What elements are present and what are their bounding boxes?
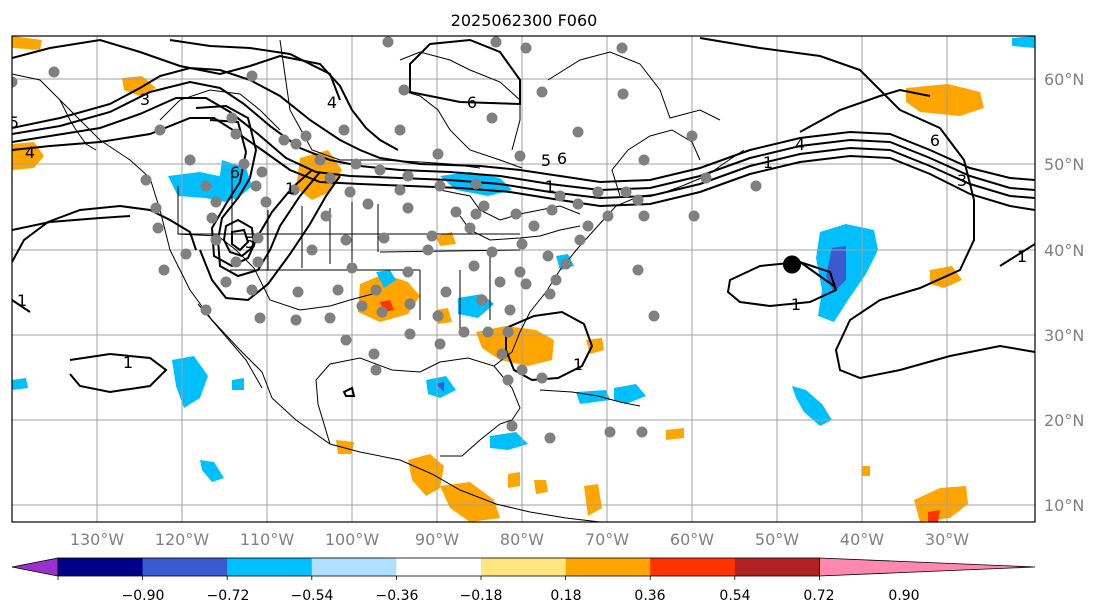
contour-label: 1 <box>285 179 295 198</box>
map-frame <box>11 35 1036 523</box>
station-marker <box>783 255 801 274</box>
colorbar-segment <box>734 558 820 576</box>
colorbar-tick-label: 0.54 <box>719 588 750 604</box>
contour-label: 4 <box>795 135 805 154</box>
lon-label: 30°W <box>925 530 969 549</box>
lon-label: 40°W <box>840 530 884 549</box>
lon-label: 120°W <box>155 530 210 549</box>
colorbar-tick-label: −0.72 <box>207 588 250 604</box>
colorbar-segment <box>311 558 397 576</box>
colorbar-segment <box>481 558 567 576</box>
lon-label: 50°W <box>755 530 799 549</box>
station-dots <box>12 36 762 444</box>
colorbar-segment <box>58 558 144 576</box>
colorbar-extend-low <box>11 557 59 577</box>
height-contours <box>12 37 1035 397</box>
contour-label: 3 <box>140 90 150 109</box>
map-title: 2025062300 F060 <box>451 11 598 30</box>
lat-label: 20°N <box>1044 411 1084 430</box>
colorbar-segment <box>396 558 482 576</box>
contour-label: 5 <box>541 151 551 170</box>
lat-label: 10°N <box>1044 496 1084 515</box>
colorbar-tick-label: 0.72 <box>803 588 834 604</box>
lat-label: 30°N <box>1044 326 1084 345</box>
colorbar-tick-label: −0.36 <box>376 588 419 604</box>
map-area: 3 4 5 6 1 6 5 6 4 6 3 1 4 5 1 1 1 1 1 1 <box>9 36 1035 522</box>
contour-label: 4 <box>327 93 337 112</box>
lon-label: 70°W <box>585 530 629 549</box>
contour-label: 6 <box>557 149 567 168</box>
contour-label: 1 <box>791 295 801 314</box>
contour-label: 1 <box>17 291 27 310</box>
colorbar-extend-high <box>819 557 1036 577</box>
colorbar-tick-label: 0.36 <box>634 588 665 604</box>
colorbar-segment <box>650 558 736 576</box>
contour-label: 1 <box>573 355 583 374</box>
contour-label: 1 <box>1017 247 1027 266</box>
lon-label: 60°W <box>670 530 714 549</box>
contour-label: 6 <box>230 163 240 182</box>
lon-label: 130°W <box>70 530 125 549</box>
longitude-labels: 130°W 120°W 110°W 100°W 90°W 80°W 70°W 6… <box>70 530 969 549</box>
lon-label: 100°W <box>325 530 380 549</box>
colorbar-tick-label: −0.18 <box>460 588 503 604</box>
colorbar-tick-label: −0.90 <box>122 588 165 604</box>
colorbar-segment <box>142 558 228 576</box>
contour-label: 6 <box>930 131 940 150</box>
colorbar-segment <box>565 558 651 576</box>
lat-label: 40°N <box>1044 241 1084 260</box>
contour-label: 3 <box>957 171 967 190</box>
contour-label: 5 <box>245 233 255 252</box>
colorbar-segment <box>227 558 313 576</box>
lat-label: 50°N <box>1044 155 1084 174</box>
colorbar-tick-labels: −0.90 −0.72 −0.54 −0.36 −0.18 0.18 0.36 … <box>122 588 920 604</box>
colorbar-tick-label: 0.90 <box>888 588 919 604</box>
colorbar-tick-label: 0.18 <box>550 588 581 604</box>
contour-label: 1 <box>123 353 133 372</box>
graticule <box>12 36 1035 522</box>
contour-label: 1 <box>763 153 773 172</box>
contour-label: 1 <box>545 177 555 196</box>
contour-label: 4 <box>25 143 35 162</box>
colorbar <box>11 557 1036 580</box>
colorbar-tick-label: −0.54 <box>291 588 334 604</box>
contour-label: 5 <box>9 113 19 132</box>
lon-label: 80°W <box>500 530 544 549</box>
lat-label: 60°N <box>1044 70 1084 89</box>
contour-label: 6 <box>467 93 477 112</box>
latitude-labels: 10°N 20°N 30°N 40°N 50°N 60°N <box>1044 70 1084 515</box>
contour-labels: 3 4 5 6 1 6 5 6 4 6 3 1 4 5 1 1 1 1 1 1 <box>9 90 1027 374</box>
colorbar-outline <box>57 557 820 577</box>
lon-label: 110°W <box>240 530 295 549</box>
lon-label: 90°W <box>415 530 459 549</box>
